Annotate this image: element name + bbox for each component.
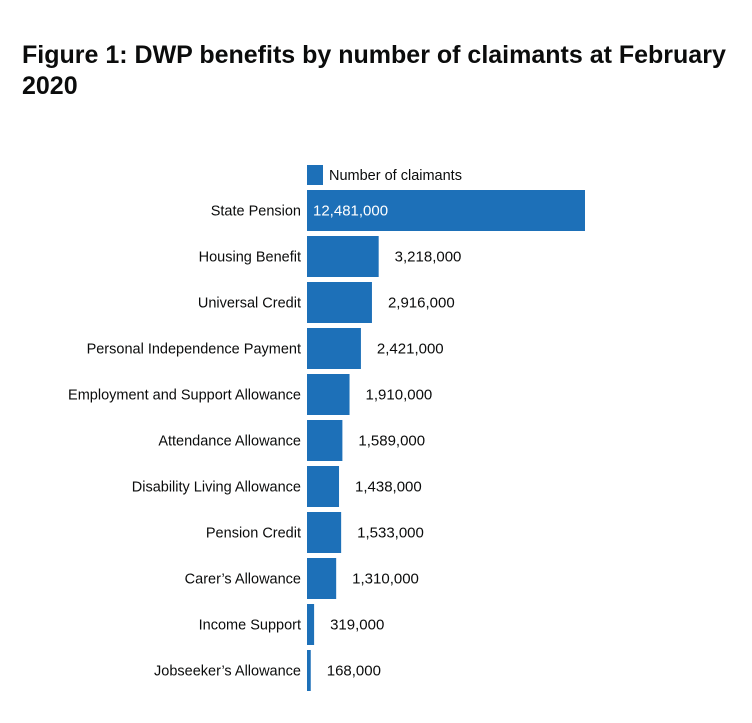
- category-label: State Pension: [211, 204, 301, 220]
- legend-swatch: [307, 165, 323, 185]
- value-label: 3,218,000: [395, 249, 462, 266]
- value-label: 1,438,000: [355, 479, 422, 496]
- value-label: 12,481,000: [313, 203, 388, 220]
- legend: Number of claimants: [307, 165, 462, 185]
- value-label: 319,000: [330, 617, 384, 634]
- value-label: 2,421,000: [377, 341, 444, 358]
- bar-employment-and-support-allowance: [307, 374, 350, 415]
- bar-universal-credit: [307, 282, 372, 323]
- category-label: Carer’s Allowance: [185, 572, 301, 588]
- bar-income-support: [307, 604, 315, 645]
- category-label: Income Support: [199, 618, 301, 634]
- category-label: Attendance Allowance: [158, 434, 301, 450]
- bar-state-pension: [307, 190, 585, 231]
- value-label: 1,589,000: [358, 433, 425, 450]
- value-label: 1,910,000: [366, 387, 433, 404]
- value-label: 1,310,000: [352, 571, 419, 588]
- category-label: Disability Living Allowance: [132, 480, 301, 496]
- bar-housing-benefit: [307, 236, 379, 277]
- bar-personal-independence-payment: [307, 328, 361, 369]
- bar-carer-s-allowance: [307, 558, 337, 599]
- figure-title: Figure 1: DWP benefits by number of clai…: [22, 41, 726, 100]
- bar-disability-living-allowance: [307, 466, 340, 507]
- category-label: Jobseeker’s Allowance: [154, 664, 301, 680]
- category-label: Pension Credit: [206, 526, 301, 542]
- value-label: 1,533,000: [357, 525, 424, 542]
- legend-label: Number of claimants: [329, 168, 462, 184]
- category-label: Housing Benefit: [199, 250, 301, 266]
- value-label: 2,916,000: [388, 295, 455, 312]
- bar-pension-credit: [307, 512, 342, 553]
- category-label: Employment and Support Allowance: [68, 388, 301, 404]
- bar-attendance-allowance: [307, 420, 343, 461]
- bars: State Pension 12,481,000 Housing Benefit 3,…: [68, 190, 585, 691]
- value-label: 168,000: [327, 663, 381, 680]
- category-label: Personal Independence Payment: [87, 342, 301, 358]
- category-label: Universal Credit: [198, 296, 301, 312]
- bar-jobseeker-s-allowance: [307, 650, 311, 691]
